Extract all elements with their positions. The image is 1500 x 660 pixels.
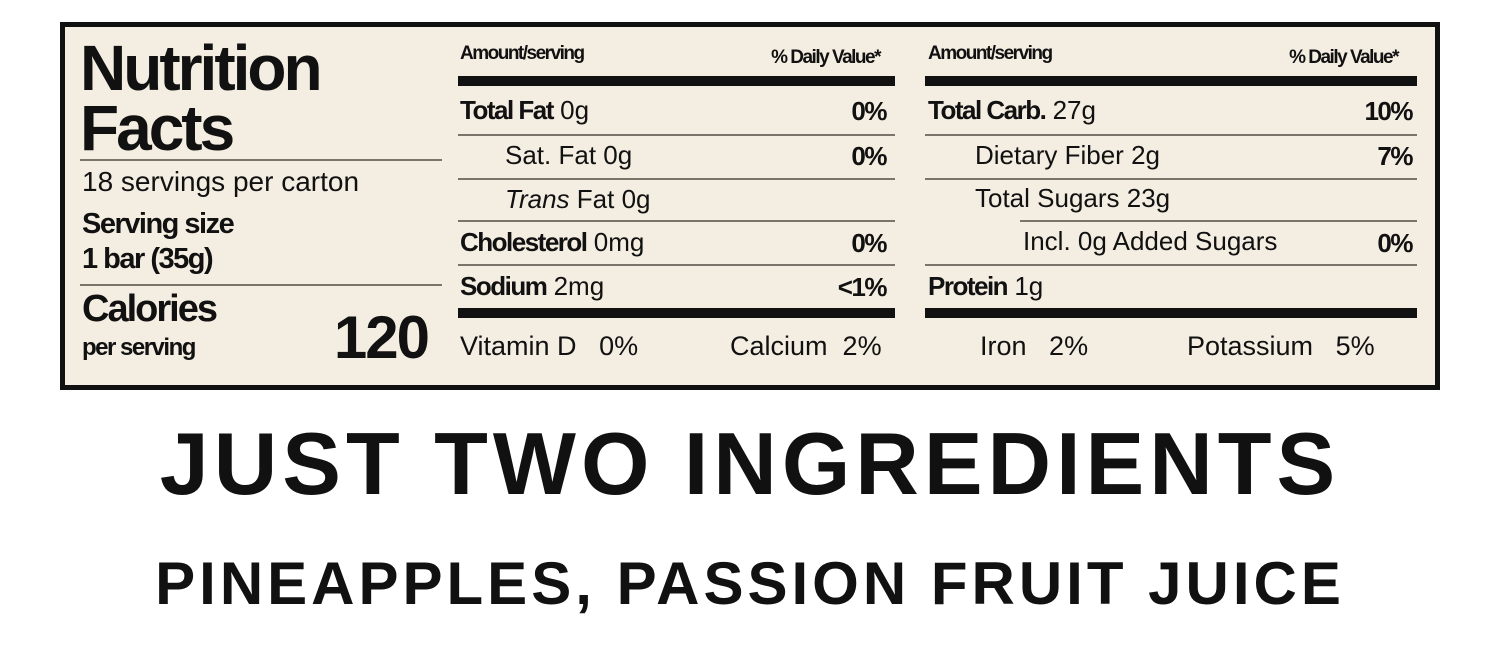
header-amount: Amount/serving [928, 43, 1053, 64]
dv-sodium: <1% [837, 272, 888, 302]
calories-value: 120 [333, 304, 430, 371]
ingredients-list: PINEAPPLES, PASSION FRUIT JUICE [155, 550, 1345, 617]
thick-rule [458, 76, 895, 86]
row-total-fat: Total Fat 0g [460, 97, 589, 123]
vitamin-dv: 2% [842, 331, 882, 361]
nutrient-amount: 23g [1126, 183, 1171, 213]
thick-rule [925, 308, 1417, 318]
nutrient-amount: 0g [621, 184, 651, 214]
header-dv: % Daily Value* [1289, 47, 1399, 68]
potassium: Potassium 5% [1187, 333, 1375, 360]
divider [458, 264, 895, 266]
divider [80, 159, 442, 161]
row-total-sugars: Total Sugars 23g [975, 185, 1170, 211]
title-line2: Facts [80, 92, 235, 164]
dv-cholesterol: 0% [851, 228, 887, 258]
vitamin-dv: 0% [599, 331, 639, 361]
nutrient-name: Sodium [460, 271, 548, 301]
nutrient-name: Dietary Fiber [975, 140, 1124, 170]
nutrient-name: Sat. Fat [505, 140, 597, 170]
nutrient-amount: 2g [1131, 140, 1160, 170]
row-added-sugars: Incl. 0g Added Sugars [1023, 226, 1278, 256]
dv-dietary-fiber: 7% [1377, 141, 1413, 171]
nutrient-amount: 2mg [553, 271, 605, 301]
nutrient-amount: 1g [1014, 271, 1044, 301]
calories-label: Calories [82, 288, 218, 330]
calcium: Calcium 2% [730, 333, 882, 360]
vitamin-dv: 2% [1049, 331, 1089, 361]
nutrient-amount: 0g [560, 95, 590, 125]
vitamin-name: Potassium [1187, 331, 1314, 361]
nutrient-name: Trans [505, 184, 570, 214]
nutrient-name: Protein [928, 271, 1009, 301]
calories-sub: per serving [82, 334, 196, 361]
servings-per-container: 18 servings per carton [82, 166, 360, 197]
row-cholesterol: Cholesterol 0mg [460, 229, 644, 255]
headline: JUST TWO INGREDIENTS [159, 414, 1341, 513]
title-line1: Nutrition [80, 32, 323, 104]
nutrient-amount: 0mg [593, 227, 645, 257]
vitamin-d: Vitamin D 0% [460, 333, 638, 360]
divider [925, 264, 1417, 266]
divider [925, 134, 1417, 136]
dv-total-carb: 10% [1364, 96, 1413, 126]
row-sodium: Sodium 2mg [460, 273, 604, 299]
vitamin-name: Iron [980, 331, 1027, 361]
dv-sat-fat: 0% [851, 141, 887, 171]
row-total-carb: Total Carb. 27g [928, 97, 1096, 123]
iron: Iron 2% [980, 333, 1088, 360]
nutrient-name: Total Fat [460, 95, 554, 125]
header-amount: Amount/serving [460, 43, 585, 64]
nutrient-amount: 0g [603, 140, 633, 170]
divider [80, 284, 442, 286]
row-trans-fat: Trans Fat 0g [505, 186, 651, 212]
vitamin-name: Vitamin D [460, 331, 577, 361]
divider [458, 220, 895, 222]
nutrient-name-rest: Fat [576, 184, 615, 214]
nutrient-amount: 27g [1052, 95, 1096, 125]
thick-rule [925, 76, 1417, 86]
row-sat-fat: Sat. Fat 0g [505, 142, 632, 168]
vitamin-name: Calcium [730, 331, 828, 361]
thick-rule [458, 308, 895, 318]
row-dietary-fiber: Dietary Fiber 2g [975, 142, 1160, 168]
vitamin-dv: 5% [1335, 331, 1375, 361]
serving-size-label: Serving size [82, 208, 235, 240]
serving-size-value: 1 bar (35g) [82, 243, 214, 275]
nutrient-name: Cholesterol [460, 227, 588, 257]
dv-added-sugars: 0% [1377, 228, 1413, 258]
dv-total-fat: 0% [851, 96, 887, 126]
divider [925, 178, 1417, 180]
nutrient-name: Total Sugars [975, 183, 1120, 213]
divider [458, 178, 895, 180]
header-dv: % Daily Value* [771, 47, 881, 68]
divider [1020, 220, 1417, 222]
row-protein: Protein 1g [928, 273, 1043, 299]
divider [458, 134, 895, 136]
nutrient-name: Total Carb. [928, 95, 1047, 125]
